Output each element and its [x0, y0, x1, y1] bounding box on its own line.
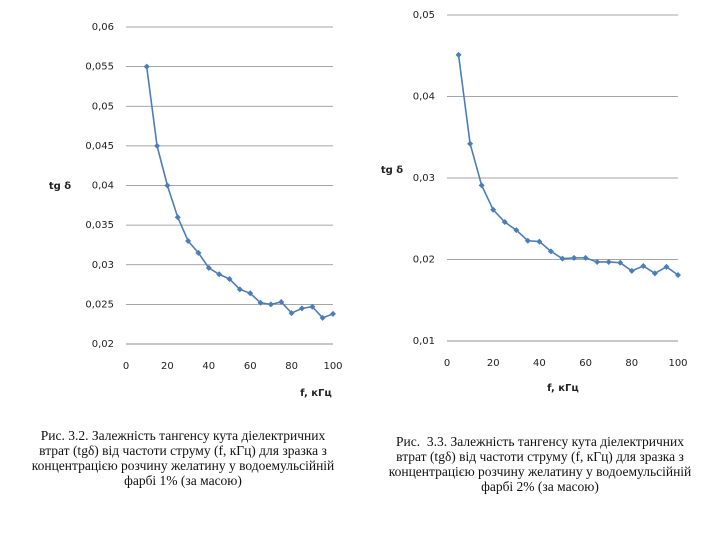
marker [319, 314, 326, 321]
marker [267, 301, 274, 308]
x-tick-label: 80 [625, 358, 638, 369]
x-tick-label: 100 [323, 361, 342, 372]
y-tick-label: 0,02 [413, 255, 435, 266]
x-tick-label: 0 [444, 358, 450, 369]
y-tick-label: 0,01 [413, 336, 435, 347]
y-tick-label: 0,06 [92, 22, 114, 33]
marker [278, 298, 285, 305]
marker [257, 299, 264, 306]
x-axis-label: f, кГц [300, 388, 332, 399]
marker [216, 271, 223, 278]
y-tick-label: 0,05 [92, 101, 114, 112]
y-tick-label: 0,03 [413, 173, 435, 184]
marker [478, 182, 485, 189]
x-tick-label: 20 [161, 361, 174, 372]
y-tick-label: 0,045 [85, 141, 114, 152]
x-tick-label: 40 [533, 358, 546, 369]
marker [174, 214, 181, 221]
marker [524, 237, 531, 244]
y-tick-label: 0,02 [92, 339, 114, 350]
marker [501, 219, 508, 226]
marker [298, 305, 305, 312]
marker [455, 51, 462, 58]
marker [226, 276, 233, 283]
marker [617, 259, 624, 266]
marker [571, 254, 578, 261]
marker [559, 255, 566, 262]
data-line [145, 66, 334, 319]
y-tick-label: 0,04 [413, 92, 435, 103]
marker [154, 142, 161, 149]
marker [490, 206, 497, 213]
marker [628, 267, 635, 274]
marker [330, 310, 336, 317]
marker [640, 263, 647, 270]
x-tick-label: 20 [487, 358, 500, 369]
y-tick-label: 0,035 [85, 220, 114, 231]
marker [663, 263, 670, 270]
y-tick-label: 0,04 [92, 181, 114, 192]
caption: Рис. 3.2. Залежність тангенсу кута діеле… [31, 428, 338, 488]
marker [467, 140, 474, 147]
x-tick-label: 0 [123, 361, 129, 372]
marker [605, 258, 612, 265]
x-tick-label: 60 [244, 361, 257, 372]
x-axis-label: f, кГц [547, 383, 579, 394]
marker [309, 303, 316, 310]
marker [582, 254, 589, 261]
marker [195, 249, 202, 256]
x-tick-label: 80 [285, 361, 298, 372]
marker [675, 271, 681, 278]
y-tick-label: 0,025 [85, 299, 114, 310]
marker [185, 237, 192, 244]
marker [164, 182, 171, 189]
y-tick-label: 0,055 [85, 62, 114, 73]
caption: Рис. 3.3. Залежність тангенсу кута діеле… [388, 434, 695, 494]
marker [547, 248, 554, 255]
y-tick-label: 0,05 [413, 10, 435, 21]
marker [651, 270, 658, 277]
marker [288, 310, 295, 317]
marker [594, 258, 601, 265]
y-axis-label: tg δ [381, 165, 403, 176]
charts: 0,02 0,025 0,03 0,035 0,04 0,045 0,05 0,055 0,06… [49, 10, 688, 399]
data-line [457, 54, 679, 276]
y-tick-label: 0,03 [92, 260, 114, 271]
marker [205, 264, 212, 271]
x-tick-label: 40 [202, 361, 215, 372]
marker [513, 227, 520, 234]
marker [536, 238, 543, 245]
marker [143, 63, 150, 70]
marker [236, 286, 243, 293]
x-tick-label: 60 [579, 358, 592, 369]
marker [247, 290, 254, 297]
x-tick-label: 100 [668, 358, 687, 369]
y-axis-label: tg δ [49, 181, 71, 192]
